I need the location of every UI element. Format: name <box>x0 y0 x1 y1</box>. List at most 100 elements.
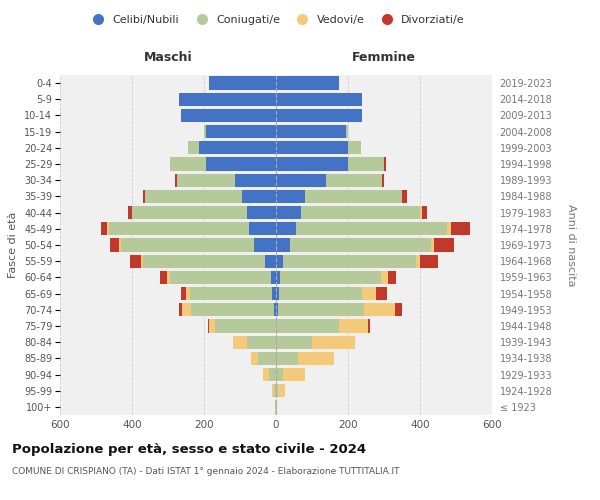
Bar <box>182 303 191 316</box>
Bar <box>420 206 422 220</box>
Bar <box>132 206 247 220</box>
Bar <box>276 320 339 332</box>
Bar <box>258 352 276 365</box>
Bar <box>269 368 276 381</box>
Bar <box>181 287 186 300</box>
Text: Femmine: Femmine <box>352 50 416 64</box>
Bar <box>110 238 119 252</box>
Bar <box>312 336 355 349</box>
Bar <box>247 336 276 349</box>
Bar <box>339 320 368 332</box>
Bar <box>204 125 206 138</box>
Bar <box>276 303 278 316</box>
Bar <box>251 352 258 365</box>
Bar <box>276 92 362 106</box>
Bar <box>175 174 177 187</box>
Bar <box>381 270 388 284</box>
Text: COMUNE DI CRISPIANO (TA) - Dati ISTAT 1° gennaio 2024 - Elaborazione TUTTITALIA.: COMUNE DI CRISPIANO (TA) - Dati ISTAT 1°… <box>12 468 400 476</box>
Bar <box>209 76 276 90</box>
Bar <box>346 125 348 138</box>
Bar <box>276 125 346 138</box>
Bar <box>276 336 312 349</box>
Bar <box>209 320 215 332</box>
Bar <box>305 190 402 203</box>
Bar <box>271 270 276 284</box>
Bar <box>348 141 361 154</box>
Bar <box>278 384 285 398</box>
Bar <box>376 287 387 300</box>
Bar <box>101 222 107 235</box>
Bar <box>181 109 276 122</box>
Bar <box>276 368 283 381</box>
Bar <box>279 287 362 300</box>
Bar <box>447 222 451 235</box>
Bar <box>160 270 167 284</box>
Bar <box>215 320 276 332</box>
Bar <box>145 190 242 203</box>
Bar <box>170 158 206 170</box>
Bar <box>422 206 427 220</box>
Bar <box>276 254 283 268</box>
Bar <box>276 287 279 300</box>
Bar <box>278 303 364 316</box>
Bar <box>109 222 249 235</box>
Bar <box>298 352 334 365</box>
Bar <box>177 174 235 187</box>
Bar <box>362 287 376 300</box>
Bar <box>420 254 438 268</box>
Bar <box>272 287 276 300</box>
Bar <box>276 384 278 398</box>
Bar <box>434 238 454 252</box>
Bar <box>107 222 109 235</box>
Legend: Celibi/Nubili, Coniugati/e, Vedovi/e, Divorziati/e: Celibi/Nubili, Coniugati/e, Vedovi/e, Di… <box>83 10 469 29</box>
Bar <box>119 238 121 252</box>
Bar <box>274 384 276 398</box>
Bar <box>276 352 298 365</box>
Bar <box>368 320 370 332</box>
Y-axis label: Fasce di età: Fasce di età <box>8 212 19 278</box>
Bar <box>296 222 447 235</box>
Bar <box>121 238 254 252</box>
Bar <box>235 174 276 187</box>
Bar <box>364 303 395 316</box>
Bar <box>179 92 276 106</box>
Bar <box>128 206 132 220</box>
Text: Popolazione per età, sesso e stato civile - 2024: Popolazione per età, sesso e stato civil… <box>12 442 366 456</box>
Bar <box>186 287 190 300</box>
Bar <box>179 303 182 316</box>
Bar <box>395 303 402 316</box>
Bar <box>416 254 420 268</box>
Bar <box>301 206 420 220</box>
Bar <box>206 158 276 170</box>
Bar <box>143 190 145 203</box>
Bar <box>143 254 265 268</box>
Bar <box>265 254 276 268</box>
Bar <box>242 190 276 203</box>
Bar <box>263 368 269 381</box>
Bar <box>276 206 301 220</box>
Bar <box>206 125 276 138</box>
Bar <box>199 141 276 154</box>
Bar <box>170 270 271 284</box>
Bar <box>348 158 384 170</box>
Bar <box>326 174 382 187</box>
Bar <box>276 109 362 122</box>
Bar <box>276 222 296 235</box>
Bar <box>233 336 247 349</box>
Y-axis label: Anni di nascita: Anni di nascita <box>566 204 577 286</box>
Bar <box>283 368 305 381</box>
Bar <box>431 238 434 252</box>
Bar <box>208 320 209 332</box>
Bar <box>451 222 470 235</box>
Bar <box>276 76 339 90</box>
Bar <box>272 384 274 398</box>
Bar <box>276 270 280 284</box>
Bar <box>247 206 276 220</box>
Bar <box>276 141 348 154</box>
Bar <box>388 270 395 284</box>
Bar <box>167 270 170 284</box>
Bar <box>141 254 143 268</box>
Bar <box>382 174 384 187</box>
Bar <box>188 141 199 154</box>
Bar <box>280 270 381 284</box>
